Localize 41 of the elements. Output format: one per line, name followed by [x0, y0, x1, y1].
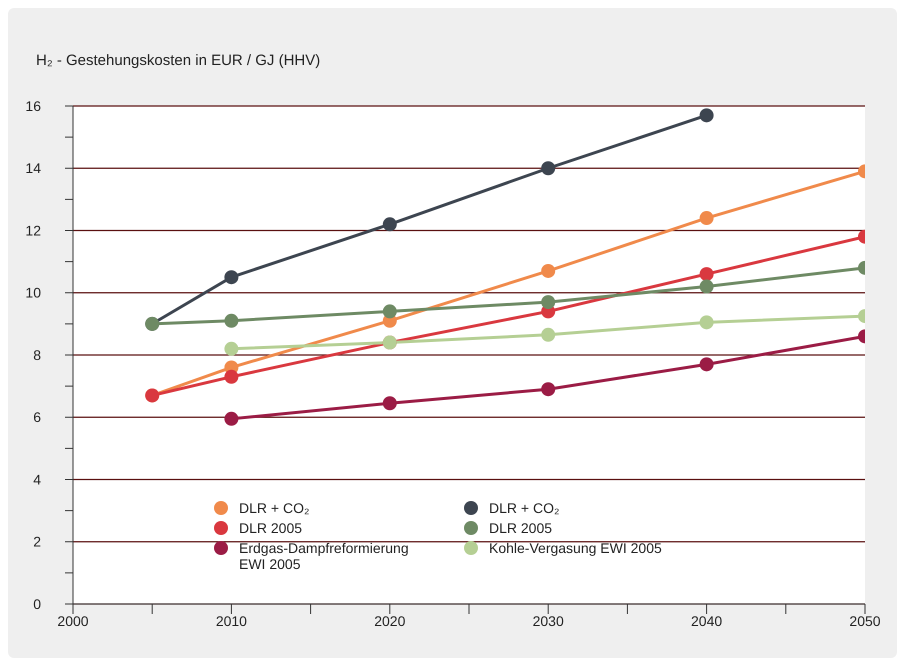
x-tick-label: 2010: [216, 612, 248, 629]
y-tick-label: 12: [25, 222, 42, 238]
legend-label: Kohle-Vergasung EWI 2005: [489, 540, 662, 556]
point: [382, 217, 397, 232]
point: [541, 295, 556, 310]
point: [541, 161, 556, 176]
y-tick-label: 8: [33, 346, 42, 363]
y-tick-label: 16: [25, 98, 42, 114]
point: [700, 315, 714, 330]
legend-label: DLR + CO₂: [239, 500, 310, 516]
point: [700, 280, 714, 294]
y-tick-label: 0: [33, 596, 42, 612]
y-tick-label: 4: [33, 471, 42, 488]
x-tick-label: 2050: [849, 612, 881, 629]
x-tick-label: 2030: [532, 612, 564, 629]
point: [224, 342, 238, 356]
point: [541, 328, 556, 342]
point: [224, 314, 238, 328]
legend-label: DLR + CO₂: [489, 500, 560, 516]
y-tick-label: 14: [25, 160, 42, 176]
point: [541, 264, 556, 278]
point: [224, 412, 238, 426]
chart-title: H₂ - Gestehungskosten in EUR / GJ (HHV): [36, 52, 320, 69]
point: [382, 396, 397, 410]
x-tick-label: 2000: [57, 612, 89, 629]
point: [700, 267, 714, 282]
legend-label: DLR 2005: [489, 520, 552, 536]
point: [224, 270, 238, 284]
y-tick-label: 2: [33, 534, 42, 550]
y-tick-label: 10: [25, 284, 42, 301]
legend-label: Erdgas-Dampfreformierung EWI 2005: [239, 540, 409, 572]
point: [541, 382, 556, 396]
y-tick-label: 6: [33, 409, 42, 426]
legend-label: DLR 2005: [239, 520, 302, 536]
point: [700, 357, 714, 372]
point: [700, 108, 714, 122]
point: [382, 304, 397, 318]
x-tick-label: 2040: [691, 612, 722, 629]
x-tick-label: 2020: [374, 612, 406, 629]
point: [224, 370, 238, 384]
point: [700, 211, 714, 226]
